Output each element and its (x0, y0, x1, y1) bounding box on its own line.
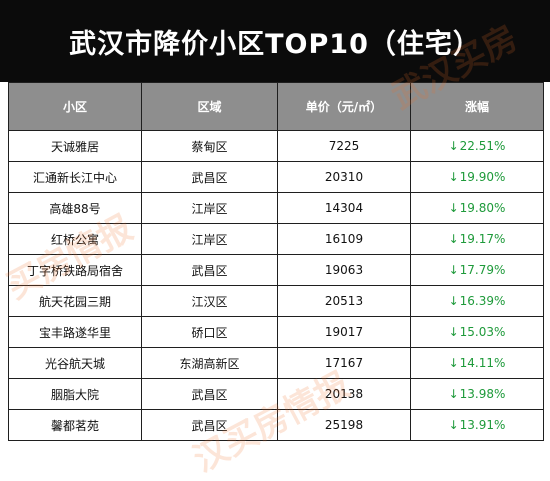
unit-price: 19017 (278, 317, 411, 347)
community-name: 胭脂大院 (9, 379, 142, 409)
price-change: ↓ 19.80% (411, 193, 543, 223)
table-row: 丁字桥铁路局宿舍 武昌区 19063 ↓ 17.79% (9, 254, 543, 285)
table-row: 胭脂大院 武昌区 20138 ↓ 13.98% (9, 378, 543, 409)
header-change: 涨幅 (464, 100, 489, 114)
district: 武昌区 (142, 162, 278, 192)
down-arrow-icon: ↓ (448, 263, 459, 277)
unit-price: 25198 (278, 410, 411, 440)
district: 武昌区 (142, 255, 278, 285)
table-row: 航天花园三期 江汉区 20513 ↓ 16.39% (9, 285, 543, 316)
down-arrow-icon: ↓ (448, 325, 459, 339)
header-community: 小区 (9, 83, 142, 130)
price-change: ↓ 19.90% (411, 162, 543, 192)
community-name: 宝丰路遂华里 (9, 317, 142, 347)
title-text: 武汉市降价小区TOP10（住宅） (69, 28, 481, 60)
community-name: 馨都茗苑 (9, 410, 142, 440)
table-row: 天诚雅居 蔡甸区 7225 ↓ 22.51% (9, 130, 543, 161)
change-value: 13.91% (459, 418, 506, 432)
change-value: 19.90% (459, 170, 506, 184)
change-value: 17.79% (459, 263, 506, 277)
table-row: 高雄88号 江岸区 14304 ↓ 19.80% (9, 192, 543, 223)
community-name: 汇通新长江中心 (9, 162, 142, 192)
district: 武昌区 (142, 410, 278, 440)
table-header: 小区 区域 单价（元/㎡） 涨幅 (9, 82, 543, 130)
header-price: 单价（元/㎡） (278, 83, 411, 130)
district: 江汉区 (142, 286, 278, 316)
community-name: 高雄88号 (9, 193, 142, 223)
down-arrow-icon: ↓ (448, 387, 459, 401)
district: 东湖高新区 (142, 348, 278, 378)
price-change: ↓ 15.03% (411, 317, 543, 347)
community-name: 红桥公寓 (9, 224, 142, 254)
down-arrow-icon: ↓ (448, 294, 459, 308)
down-arrow-icon: ↓ (448, 139, 459, 153)
community-name: 丁字桥铁路局宿舍 (9, 255, 142, 285)
unit-price: 7225 (278, 131, 411, 161)
table-row: 馨都茗苑 武昌区 25198 ↓ 13.91% (9, 409, 543, 440)
district: 江岸区 (142, 193, 278, 223)
district: 蔡甸区 (142, 131, 278, 161)
table-row: 宝丰路遂华里 硚口区 19017 ↓ 15.03% (9, 316, 543, 347)
down-arrow-icon: ↓ (448, 201, 459, 215)
change-value: 16.39% (459, 294, 506, 308)
price-change: ↓ 14.11% (411, 348, 543, 378)
table-row: 红桥公寓 江岸区 16109 ↓ 19.17% (9, 223, 543, 254)
price-change: ↓ 17.79% (411, 255, 543, 285)
district: 硚口区 (142, 317, 278, 347)
header-district: 区域 (142, 83, 278, 130)
down-arrow-icon: ↓ (448, 170, 459, 184)
down-arrow-icon: ↓ (448, 418, 459, 432)
change-value: 22.51% (459, 139, 506, 153)
unit-price: 19063 (278, 255, 411, 285)
unit-price: 14304 (278, 193, 411, 223)
unit-price: 20310 (278, 162, 411, 192)
price-change: ↓ 22.51% (411, 131, 543, 161)
table-row: 汇通新长江中心 武昌区 20310 ↓ 19.90% (9, 161, 543, 192)
change-value: 19.80% (459, 201, 506, 215)
price-change: ↓ 19.17% (411, 224, 543, 254)
unit-price: 20513 (278, 286, 411, 316)
page-title: 武汉市降价小区TOP10（住宅） (0, 0, 550, 82)
price-change: ↓ 13.98% (411, 379, 543, 409)
change-value: 13.98% (459, 387, 506, 401)
district: 江岸区 (142, 224, 278, 254)
change-value: 14.11% (459, 356, 506, 370)
change-value: 19.17% (459, 232, 506, 246)
community-name: 光谷航天城 (9, 348, 142, 378)
community-name: 航天花园三期 (9, 286, 142, 316)
unit-price: 16109 (278, 224, 411, 254)
change-value: 15.03% (459, 325, 506, 339)
unit-price: 20138 (278, 379, 411, 409)
table-row: 光谷航天城 东湖高新区 17167 ↓ 14.11% (9, 347, 543, 378)
district: 武昌区 (142, 379, 278, 409)
down-arrow-icon: ↓ (448, 356, 459, 370)
community-name: 天诚雅居 (9, 131, 142, 161)
down-arrow-icon: ↓ (448, 232, 459, 246)
price-change: ↓ 16.39% (411, 286, 543, 316)
unit-price: 17167 (278, 348, 411, 378)
price-table: 小区 区域 单价（元/㎡） 涨幅 天诚雅居 蔡甸区 7225 ↓ 22.51% 汇… (8, 82, 544, 441)
price-change: ↓ 13.91% (411, 410, 543, 440)
